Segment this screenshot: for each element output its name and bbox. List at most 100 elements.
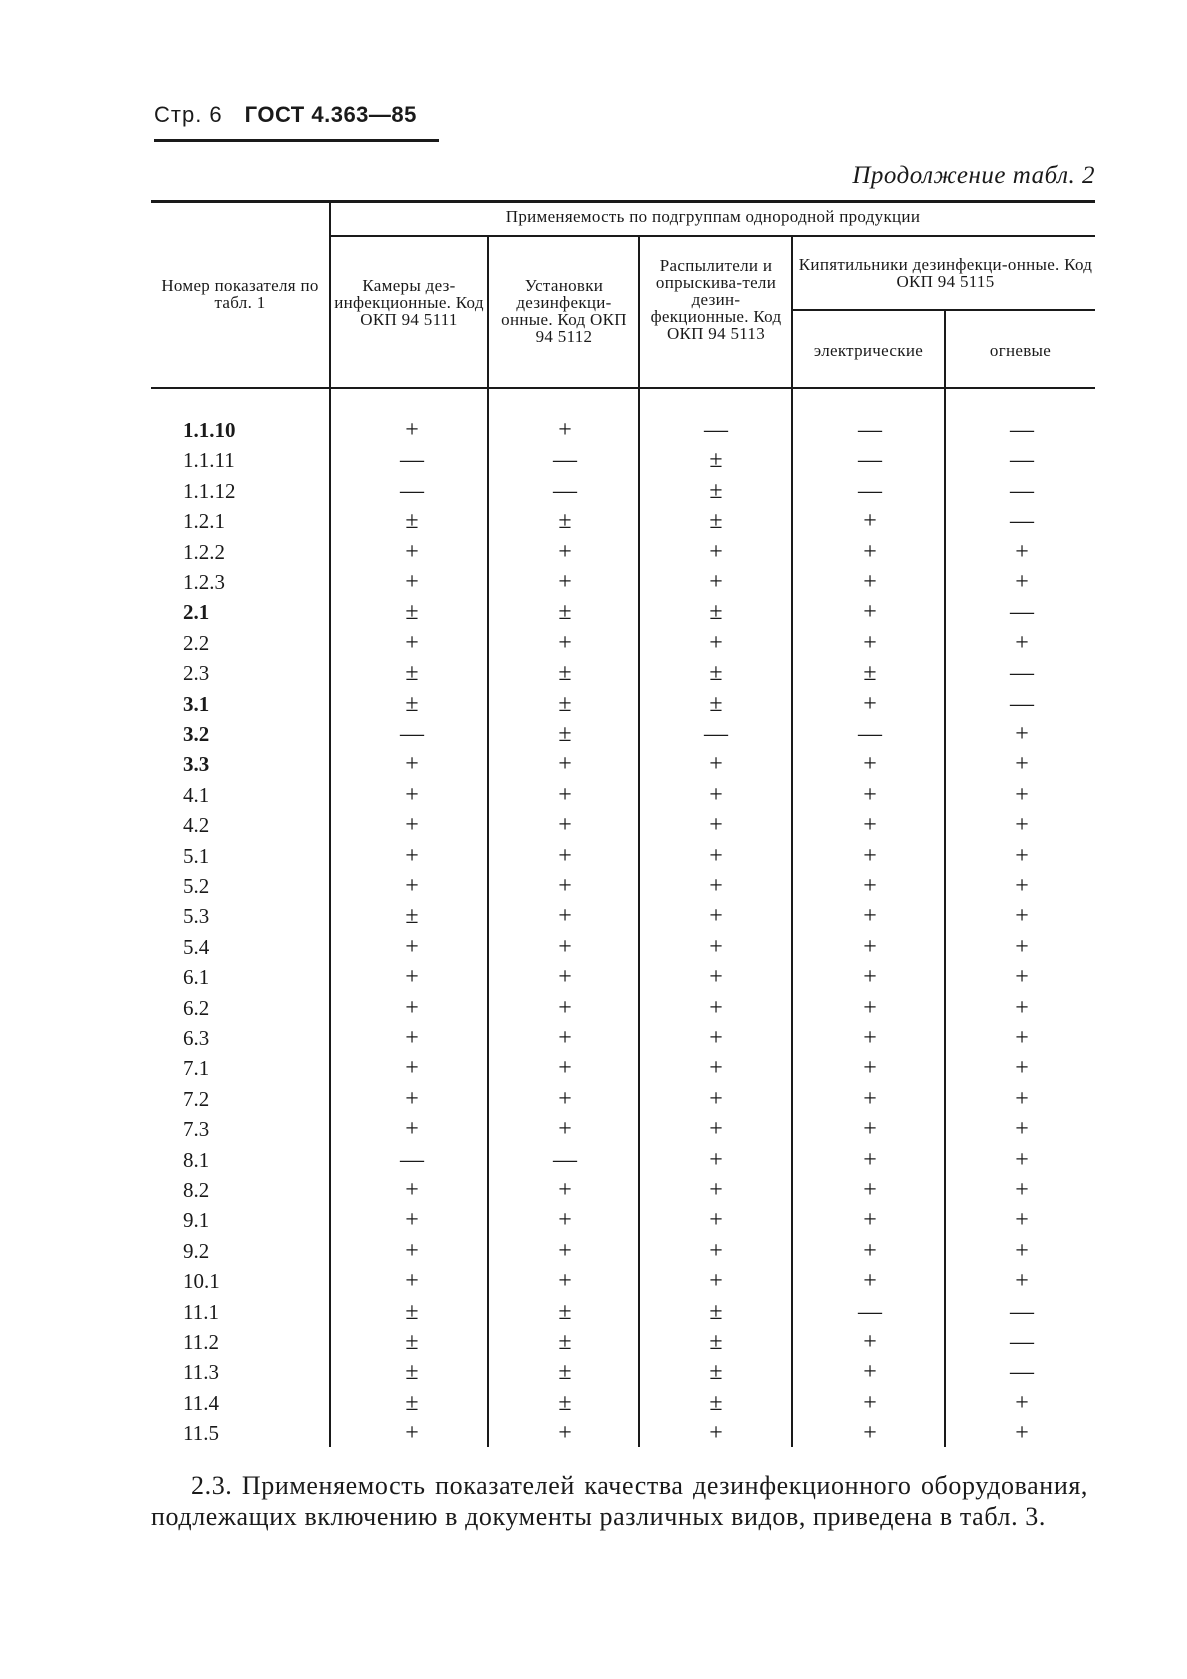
table-cell: + [709,1207,723,1234]
row-indicator-number: 1.1.11 [183,448,235,473]
table-cell: — [858,447,882,474]
table-cell: — [858,721,882,747]
table-cell: + [405,1237,419,1264]
table-cell: — [400,721,424,747]
table-cell: + [558,1268,572,1295]
table-cell: + [709,994,723,1021]
table-cell: + [558,842,572,869]
table-cell: + [1015,903,1029,930]
row-indicator-number: 3.1 [183,691,210,716]
table-cell: + [709,1025,723,1051]
table-cell: + [1015,781,1029,808]
table-cell: + [405,1207,419,1234]
table-cell: + [1015,1025,1029,1051]
table-cell: + [863,1116,877,1143]
body-paragraph: 2.3. Применяемость показателей качества … [151,1470,1088,1532]
row-indicator-number: 1.1.12 [183,478,236,503]
table-cell: + [405,417,419,443]
table-cell: + [863,1359,877,1386]
table-cell: + [863,1420,877,1447]
table-cell: + [709,1177,723,1203]
table-cell: — [553,447,577,474]
table-cell: + [863,599,877,626]
table-cell: — [1010,447,1034,474]
table-cell: + [405,629,419,656]
table-cell: + [558,538,572,565]
table-cell: + [709,569,723,595]
table-cell: ± [405,508,419,535]
table-cell: + [863,781,877,808]
group-header-rule [330,235,1095,237]
table-cell: + [1015,751,1029,778]
table-cell: + [1015,873,1029,899]
row-indicator-number: 6.3 [183,1026,210,1050]
table-cell: + [863,994,877,1021]
table-cell: + [863,629,877,656]
standard-number: ГОСТ 4.363—85 [244,102,417,127]
table-cell: + [558,1055,572,1082]
table-cell: ± [709,1389,723,1416]
table-cell: — [1010,477,1034,504]
row-indicator-number: 6.1 [183,965,210,990]
table-cell: + [709,873,723,899]
table-cell: ± [709,660,723,687]
table-cell: + [405,1025,419,1051]
row-indicator-number: 5.1 [183,843,210,868]
table-cell: + [1015,1268,1029,1295]
table-cell: + [558,964,572,991]
table-cell: — [1010,660,1034,687]
column-header-chambers: Камеры дез-инфекционные. Код ОКП 94 5111 [334,276,484,329]
column-header-boilers: Кипятильники дезинфекци-онные. Код ОКП 9… [798,255,1093,291]
table-cell: + [863,964,877,991]
table-cell: + [863,569,877,595]
table-cell: ± [709,508,723,535]
row-indicator-number: 10.1 [183,1269,220,1294]
table-cell: + [405,781,419,808]
row-indicator-number: 2.2 [183,630,210,655]
table-cell: + [1015,933,1029,960]
table-cell: + [558,781,572,808]
table-cell: + [863,690,877,717]
table-cell: ± [709,690,723,717]
row-indicator-number: 2.1 [183,600,210,625]
table-cell: + [558,812,572,839]
row-indicator-number: 5.2 [183,874,210,898]
column-divider [329,203,331,1447]
table-cell: ± [405,1359,419,1386]
boilers-sub-rule [793,309,1095,311]
header-rule [154,139,439,142]
table-cell: + [709,1055,723,1082]
table-cell: ± [558,1298,572,1325]
row-indicator-number: 11.5 [183,1421,219,1446]
table-cell: + [405,538,419,565]
paragraph-text: 2.3. Применяемость показателей качества … [151,1471,1088,1531]
table-cell: + [405,842,419,869]
column-header-electric: электрические [813,341,924,360]
table-cell: + [558,1237,572,1264]
row-indicator-number: 6.2 [183,995,210,1020]
table-cell: + [863,1207,877,1234]
table-cell: ± [405,1329,419,1355]
row-indicator-number: 4.1 [183,782,210,807]
table-cell: + [558,1420,572,1447]
table-cell: + [1015,1207,1029,1234]
table-cell: ± [709,1359,723,1386]
row-indicator-number: 5.4 [183,934,210,959]
row-indicator-number: 11.1 [183,1299,219,1324]
table-cell: + [1015,964,1029,991]
table-cell: + [1015,1085,1029,1112]
table-cell: + [405,1116,419,1143]
table-cell: — [704,721,728,747]
table-cell: + [863,538,877,565]
table-cell: ± [709,1298,723,1325]
table-cell: — [1010,1359,1034,1386]
row-indicator-number: 1.2.3 [183,570,225,594]
table-cell: + [558,417,572,443]
table-cell: + [558,1207,572,1234]
table-cell: + [405,1268,419,1295]
table-cell: + [405,1177,419,1203]
table-cell: — [1010,1298,1034,1325]
table-cell: ± [709,447,723,474]
column-divider [944,311,946,1447]
table-cell: ± [405,599,419,626]
